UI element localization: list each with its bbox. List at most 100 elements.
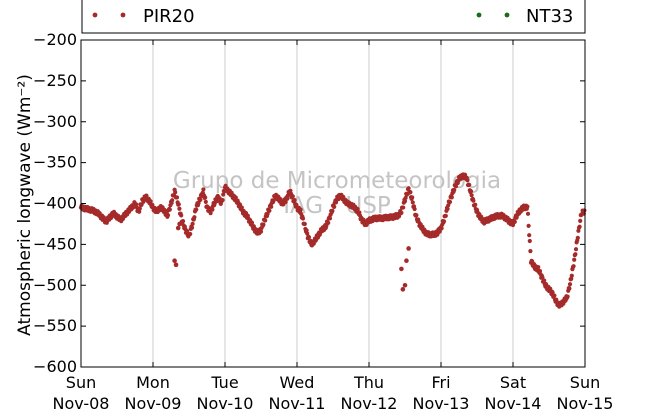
- data-point: [180, 218, 186, 224]
- data-point: [208, 211, 213, 216]
- legend-marker-nt33-b: [504, 12, 510, 18]
- data-points: [78, 172, 587, 309]
- data-point: [137, 206, 142, 211]
- x-tick-label-day: Thu: [353, 373, 384, 392]
- data-point: [330, 208, 335, 213]
- data-point: [189, 225, 195, 230]
- data-point: [572, 257, 577, 262]
- data-point: [249, 220, 255, 225]
- data-point: [269, 204, 274, 209]
- data-point: [525, 204, 530, 209]
- data-point: [439, 226, 444, 231]
- data-point: [261, 222, 266, 227]
- data-point-outlier: [402, 282, 408, 288]
- data-point: [528, 249, 533, 254]
- data-point: [443, 213, 448, 218]
- data-point: [271, 198, 276, 203]
- data-point: [137, 209, 142, 214]
- data-point: [437, 229, 442, 234]
- data-point: [401, 205, 406, 210]
- data-point: [239, 205, 244, 210]
- y-tick-label: −200: [33, 30, 77, 49]
- data-point: [399, 210, 404, 215]
- data-point: [285, 196, 290, 201]
- data-point: [465, 178, 470, 183]
- data-point: [467, 182, 472, 187]
- y-axis: −200 −250 −300 −350 −400 −450 −500 −550 −600: [33, 30, 585, 376]
- x-tick-label-date: Nov-13: [413, 394, 470, 409]
- data-point: [292, 197, 297, 203]
- legend-frame: [81, 0, 586, 34]
- data-point: [445, 206, 450, 212]
- y-tick-label: −250: [33, 71, 77, 90]
- x-tick-label-day: Fri: [431, 373, 450, 392]
- x-tick-label-day: Sun: [66, 373, 96, 392]
- y-axis-label: Atmospheric longwave (Wm⁻²): [15, 74, 35, 336]
- data-point: [283, 199, 288, 205]
- data-point-outlier: [406, 246, 411, 251]
- y-tick-label: −450: [33, 234, 77, 253]
- data-point: [567, 286, 572, 291]
- x-tick-label-date: Nov-15: [557, 394, 614, 409]
- data-point: [298, 207, 303, 212]
- data-point: [185, 228, 190, 234]
- data-point-outlier: [400, 287, 406, 292]
- x-tick-label-date: Nov-14: [485, 394, 542, 409]
- data-point: [526, 223, 531, 228]
- legend: PIR20 NT33: [81, 0, 586, 34]
- x-axis: Sun Nov-08 Mon Nov-09 Tue Nov-10 Wed Nov-11 Thu N…: [53, 40, 614, 409]
- data-point: [148, 199, 153, 204]
- data-point: [290, 194, 295, 199]
- data-point: [577, 224, 582, 229]
- data-point: [288, 188, 293, 193]
- data-point: [573, 252, 578, 257]
- data-point: [170, 198, 175, 203]
- data-point: [552, 293, 557, 298]
- data-point-outlier: [399, 266, 404, 272]
- x-tick-label-day: Sun: [570, 373, 600, 392]
- legend-label-nt33: NT33: [526, 6, 573, 27]
- data-point: [305, 231, 310, 236]
- data-point: [540, 275, 545, 280]
- data-point: [565, 294, 570, 299]
- data-point: [408, 190, 413, 195]
- data-point: [258, 229, 264, 234]
- data-point: [194, 207, 199, 212]
- x-tick-label-date: Nov-09: [125, 394, 182, 409]
- data-point: [220, 197, 225, 203]
- data-point: [527, 238, 532, 244]
- data-point-outlier: [177, 221, 182, 227]
- data-point: [571, 264, 576, 269]
- x-tick-label-date: Nov-11: [269, 394, 326, 409]
- x-tick-label-date: Nov-08: [53, 394, 110, 409]
- data-point: [174, 195, 180, 200]
- data-point: [527, 233, 532, 238]
- data-point: [355, 206, 360, 212]
- data-point: [578, 218, 583, 223]
- data-point: [510, 222, 516, 228]
- data-point: [302, 221, 307, 227]
- data-point: [210, 207, 215, 212]
- data-point: [403, 195, 408, 201]
- data-point: [573, 247, 579, 252]
- y-tick-label: −550: [33, 316, 77, 335]
- data-point: [525, 211, 531, 216]
- data-point: [449, 195, 454, 200]
- data-point-outlier: [175, 225, 181, 231]
- y-tick-label: −350: [33, 153, 77, 172]
- data-point: [188, 231, 193, 237]
- data-point: [537, 268, 543, 274]
- x-tick-label-date: Nov-10: [197, 394, 254, 409]
- data-point: [469, 193, 474, 198]
- x-tick-label-date: Nov-12: [341, 394, 398, 409]
- legend-marker-pir20-b: [120, 12, 126, 18]
- data-point: [453, 184, 459, 189]
- data-point: [410, 200, 415, 205]
- data-point-outlier: [173, 262, 179, 268]
- data-point: [203, 195, 208, 200]
- data-point: [471, 198, 476, 203]
- data-point: [300, 216, 306, 221]
- data-point: [233, 195, 238, 200]
- data-point: [414, 213, 419, 218]
